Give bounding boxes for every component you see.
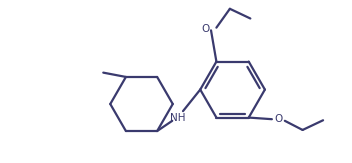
Text: O: O <box>274 114 282 124</box>
Text: O: O <box>201 24 210 34</box>
Text: NH: NH <box>170 113 186 123</box>
